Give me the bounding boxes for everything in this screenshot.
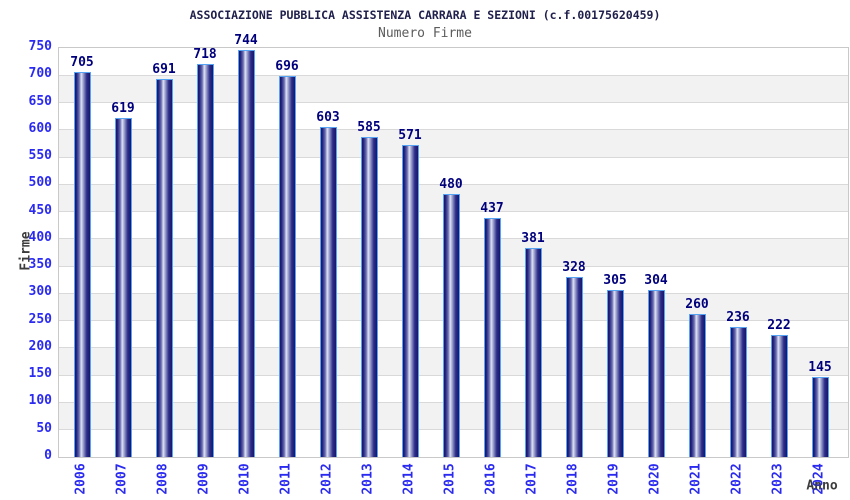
chart-title: ASSOCIAZIONE PUBBLICA ASSISTENZA CARRARA… (189, 8, 661, 22)
y-axis-tick-label: 450 (28, 202, 52, 218)
bar-value-label: 381 (521, 231, 545, 246)
x-axis-tick-label: 2014 (401, 463, 417, 495)
bar-value-label: 696 (275, 59, 299, 74)
y-axis-tick-label: 300 (28, 284, 52, 300)
gridline (59, 74, 848, 76)
gridline (59, 183, 848, 185)
x-axis-tick-label: 2022 (729, 463, 745, 495)
bar-2022 (730, 327, 747, 457)
bar-value-label: 304 (644, 273, 668, 288)
bar-2018 (566, 277, 583, 457)
bar-2014 (402, 145, 419, 457)
y-axis-tick-label: 600 (28, 120, 52, 136)
x-axis-tick-label: 2013 (360, 463, 376, 495)
bar-value-label: 437 (480, 201, 504, 216)
bar-2006 (74, 72, 91, 457)
bar-value-label: 571 (398, 128, 422, 143)
gridline (59, 102, 848, 104)
gridline (59, 129, 848, 131)
x-axis-tick-label: 2006 (73, 463, 89, 495)
bar-value-label: 145 (808, 360, 832, 375)
bar-value-label: 603 (316, 110, 340, 125)
bar-2007 (115, 118, 132, 457)
x-axis-tick-label: 2011 (278, 463, 294, 495)
bar-2010 (238, 50, 255, 457)
gridline (59, 156, 848, 158)
bar-2015 (443, 194, 460, 457)
bar-2023 (771, 335, 788, 457)
x-axis-tick-label: 2021 (688, 463, 704, 495)
x-axis-tick-label: 2023 (770, 463, 786, 495)
x-axis-tick-label: 2017 (524, 463, 540, 495)
bar-value-label: 236 (726, 310, 750, 325)
x-axis-tick-label: 2007 (114, 463, 130, 495)
x-axis-tick-label: 2016 (483, 463, 499, 495)
bar-value-label: 705 (70, 55, 94, 70)
y-axis-tick-label: 200 (28, 338, 52, 354)
x-axis-title: Anno (806, 478, 838, 494)
y-axis-tick-label: 100 (28, 393, 52, 409)
chart-subtitle: Numero Firme (378, 26, 472, 41)
bar-2020 (648, 290, 665, 457)
bar-value-label: 480 (439, 177, 463, 192)
bar-2016 (484, 218, 501, 457)
y-axis-tick-label: 50 (36, 420, 52, 436)
bar-value-label: 260 (685, 297, 709, 312)
y-axis-title: Firme (18, 231, 34, 271)
y-axis-tick-label: 400 (28, 229, 52, 245)
y-axis-tick-label: 150 (28, 366, 52, 382)
bar-2024 (812, 377, 829, 457)
bar-value-label: 718 (193, 47, 217, 62)
y-axis-tick-label: 0 (44, 448, 52, 463)
bar-value-label: 585 (357, 120, 381, 135)
bar-value-label: 744 (234, 33, 258, 48)
y-axis-tick-label: 750 (28, 39, 52, 54)
y-axis-tick-label: 700 (28, 66, 52, 82)
y-axis-tick-label: 350 (28, 257, 52, 273)
bar-2012 (320, 127, 337, 457)
y-axis-tick-label: 250 (28, 311, 52, 327)
y-axis-tick-label: 550 (28, 148, 52, 164)
bar-value-label: 691 (152, 62, 176, 77)
bar-2019 (607, 290, 624, 457)
x-axis-tick-label: 2019 (606, 463, 622, 495)
bar-2017 (525, 248, 542, 457)
bar-value-label: 305 (603, 273, 627, 288)
x-axis-tick-label: 2020 (647, 463, 663, 495)
bar-2009 (197, 64, 214, 457)
bar-value-label: 328 (562, 260, 586, 275)
y-axis-tick-label: 500 (28, 175, 52, 191)
bar-value-label: 619 (111, 101, 135, 116)
bar-2021 (689, 314, 706, 457)
plot-area: 705 619 691 718 744 696 603 585 571 480 437 381 328 3… (58, 33, 849, 458)
y-axis-tick-label: 650 (28, 93, 52, 109)
x-axis-tick-label: 2009 (196, 463, 212, 495)
x-axis-tick-label: 2010 (237, 463, 253, 495)
x-axis-tick-label: 2008 (155, 463, 171, 495)
x-axis-tick-label: 2012 (319, 463, 335, 495)
x-axis-tick-label: 2015 (442, 463, 458, 495)
bar-2008 (156, 79, 173, 457)
bar-2011 (279, 76, 296, 457)
bar-2013 (361, 137, 378, 457)
x-axis-tick-label: 2018 (565, 463, 581, 495)
bar-value-label: 222 (767, 318, 791, 333)
